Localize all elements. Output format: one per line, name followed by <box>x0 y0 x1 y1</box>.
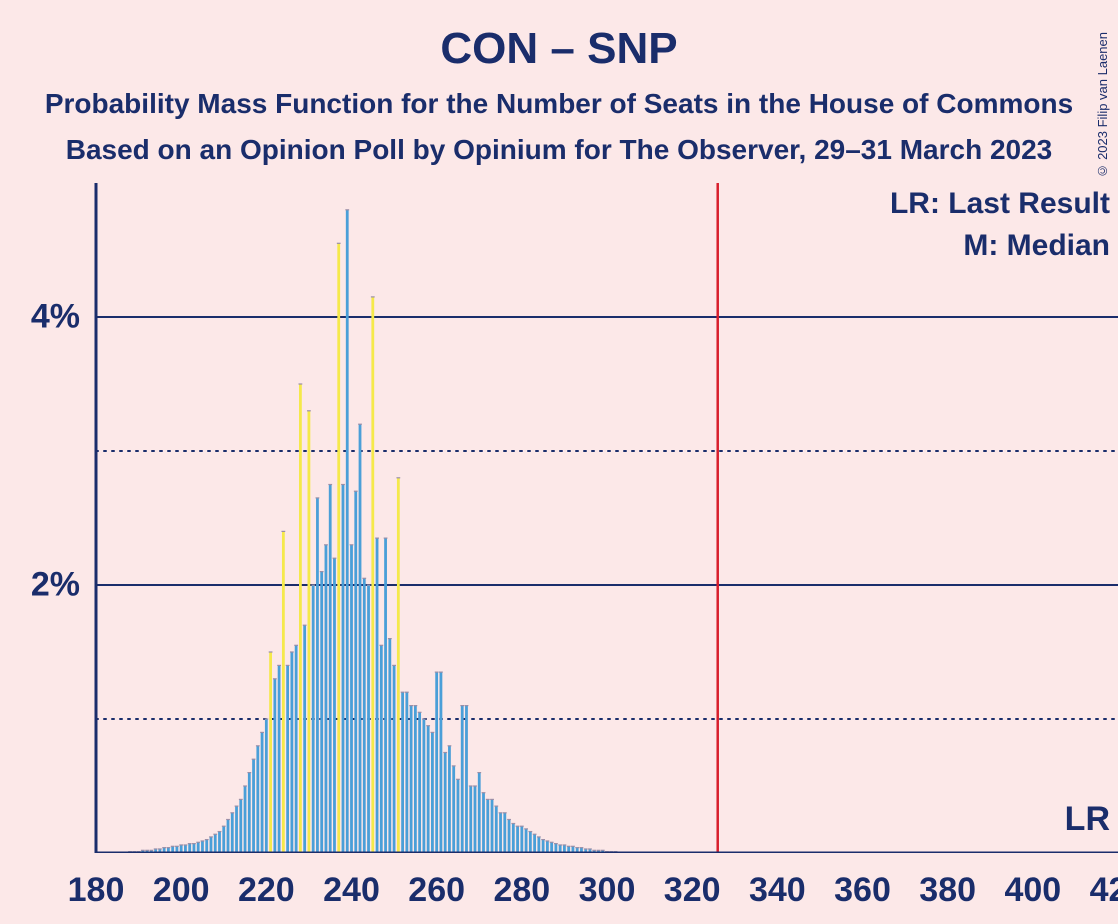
chart-subtitle-2: Based on an Opinion Poll by Opinium for … <box>0 134 1118 166</box>
chart-title: CON – SNP <box>0 0 1118 74</box>
legend-median: M: Median <box>963 229 1110 263</box>
x-tick-label: 360 <box>834 871 891 910</box>
x-tick-label: 320 <box>664 871 721 910</box>
x-tick-label: 420 <box>1090 871 1118 910</box>
x-tick-label: 400 <box>1004 871 1061 910</box>
pmf-chart-svg <box>92 183 1118 853</box>
copyright-text: © 2023 Filip van Laenen <box>1095 32 1110 179</box>
x-tick-label: 380 <box>919 871 976 910</box>
chart-subtitle-1: Probability Mass Function for the Number… <box>0 88 1118 120</box>
x-tick-label: 280 <box>493 871 550 910</box>
x-tick-label: 220 <box>238 871 295 910</box>
x-tick-label: 200 <box>153 871 210 910</box>
x-tick-label: 240 <box>323 871 380 910</box>
x-tick-label: 300 <box>579 871 636 910</box>
x-tick-label: 260 <box>408 871 465 910</box>
lr-marker-label: LR <box>1065 800 1110 839</box>
legend-last-result: LR: Last Result <box>890 187 1110 221</box>
x-tick-label: 340 <box>749 871 806 910</box>
y-tick-label: 2% <box>31 566 80 605</box>
y-tick-label: 4% <box>31 298 80 337</box>
x-tick-label: 180 <box>68 871 125 910</box>
chart-area: LR: Last Result M: Median LR 2%4% 180200… <box>92 183 1118 853</box>
